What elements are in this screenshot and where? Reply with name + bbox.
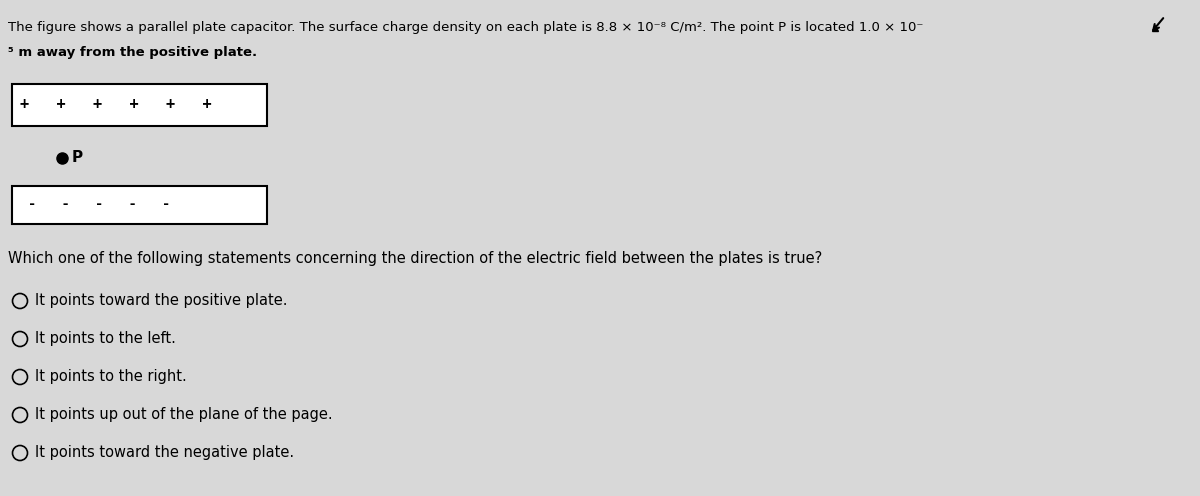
Text: It points to the left.: It points to the left. [35,331,176,347]
Text: P: P [72,150,83,166]
FancyBboxPatch shape [12,186,266,224]
Text: -   -   -   -   -: - - - - - [28,197,170,211]
Text: +   +   +   +   +   +: + + + + + + [20,97,211,112]
Text: Which one of the following statements concerning the direction of the electric f: Which one of the following statements co… [8,251,822,266]
Text: It points up out of the plane of the page.: It points up out of the plane of the pag… [35,408,332,423]
Text: It points toward the negative plate.: It points toward the negative plate. [35,445,294,460]
Text: ⁵ m away from the positive plate.: ⁵ m away from the positive plate. [8,46,257,59]
Text: It points toward the positive plate.: It points toward the positive plate. [35,294,288,309]
Text: It points to the right.: It points to the right. [35,370,187,384]
Text: The figure shows a parallel plate capacitor. The surface charge density on each : The figure shows a parallel plate capaci… [8,21,923,34]
FancyBboxPatch shape [12,84,266,126]
